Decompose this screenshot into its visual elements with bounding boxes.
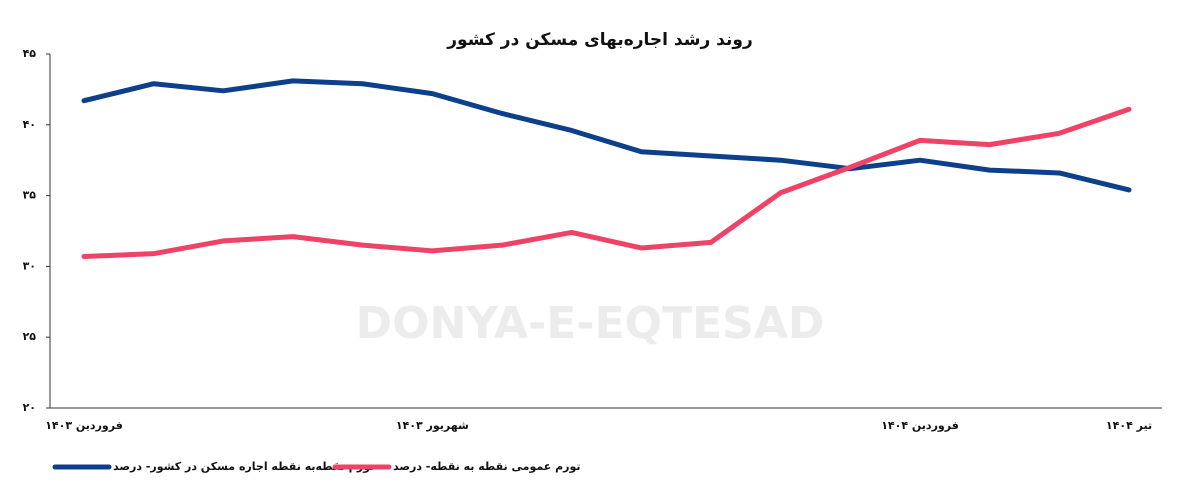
legend-label: تورم عمومی نقطه به نقطه- درصد [393, 460, 581, 473]
y-tick-label: ۴۵ [23, 47, 37, 60]
legend-label: تورم نقطه‌به نقطه اجاره مسکن در کشور- در… [113, 460, 374, 473]
y-tick-label: ۲۰ [23, 401, 36, 414]
x-tick-label: تیر ۱۴۰۴ [1106, 419, 1152, 432]
watermark: DONYA-E-EQTESAD [356, 298, 825, 349]
x-tick-label: شهریور ۱۴۰۳ [396, 419, 469, 432]
x-tick-label: فروردین ۱۴۰۴ [881, 419, 959, 432]
y-tick-label: ۴۰ [23, 118, 36, 131]
series-line [81, 106, 1132, 259]
y-tick-label: ۳۰ [23, 259, 36, 272]
y-tick-label: ۳۵ [23, 189, 37, 202]
y-tick-label: ۲۵ [23, 330, 37, 343]
x-tick-label: فروردین ۱۴۰۳ [45, 419, 123, 432]
chart-title: روند رشد اجاره‌بهای مسکن در کشور [446, 30, 752, 50]
series-line [81, 78, 1132, 193]
